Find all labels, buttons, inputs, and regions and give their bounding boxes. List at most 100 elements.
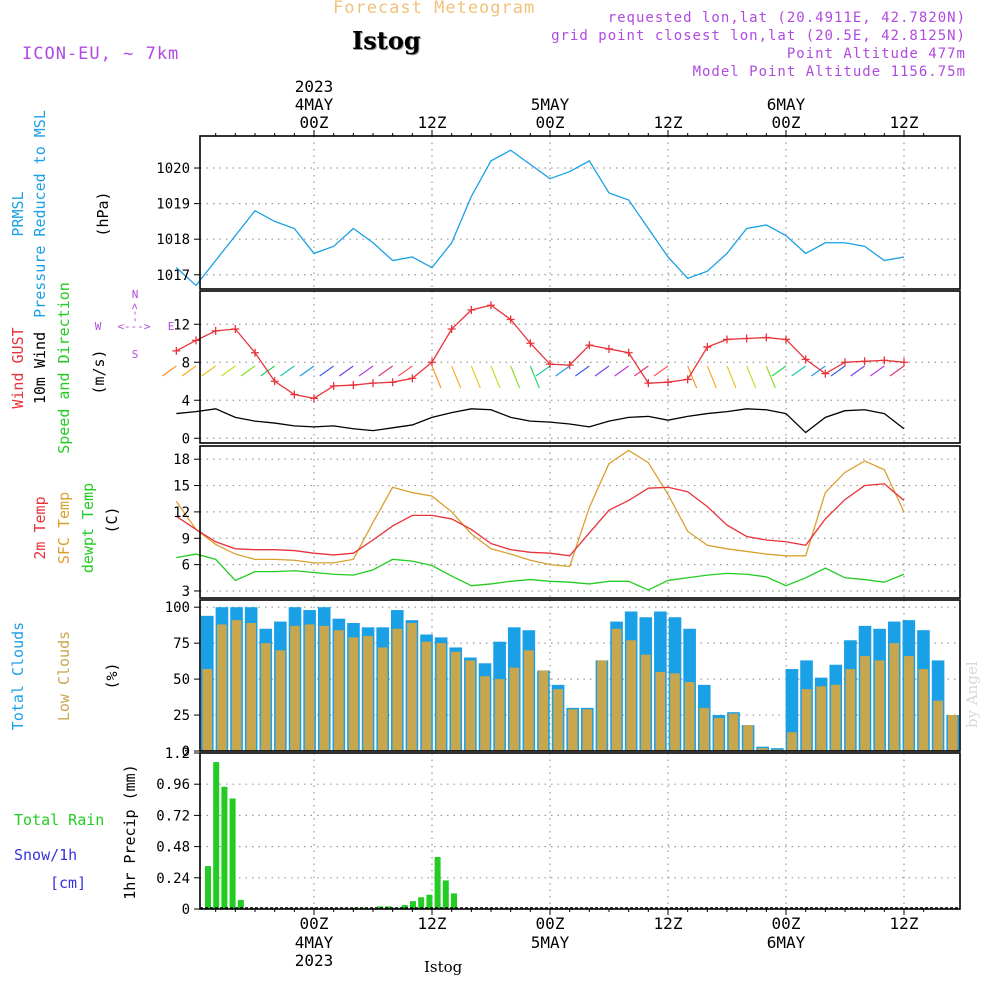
low-cloud-bar xyxy=(480,676,490,751)
wind-gust-line-marker xyxy=(192,336,200,345)
wind-gust-line-marker xyxy=(703,343,712,352)
requested-coords: requested lon,lat (20.4911E, 42.7820N) xyxy=(607,10,966,26)
low-cloud-bar xyxy=(889,643,900,751)
wind-direction-arrow xyxy=(575,365,590,377)
low-cloud-bar xyxy=(304,624,315,751)
compass-n: N xyxy=(132,288,139,301)
wind-gust-line xyxy=(176,304,905,400)
low-cloud-bar xyxy=(553,689,563,751)
wind-gust-line-marker xyxy=(801,355,810,364)
wind-gust-label: Wind GUST xyxy=(9,327,27,408)
temp-unit: (C) xyxy=(103,506,121,533)
wind-direction-arrow xyxy=(765,365,776,389)
y-tick-label: 15 xyxy=(173,479,190,495)
low-cloud-bar xyxy=(231,620,242,751)
wind-direction-arrow xyxy=(201,365,216,377)
low-cloud-bar xyxy=(743,725,753,751)
low-cloud-bar xyxy=(524,650,534,751)
bottom-date-label: 4MAY xyxy=(295,933,334,952)
y-tick-label: 4 xyxy=(182,393,190,409)
top-hour-label: 00Z xyxy=(772,113,801,132)
wind-direction-arrow xyxy=(791,365,806,377)
wind-direction-arrow xyxy=(535,365,551,377)
pressure-label-line2: Pressure Reduced to MSL xyxy=(31,110,49,318)
meteogram-top-title: Forecast Meteogram xyxy=(333,0,536,18)
wind-direction-arrow xyxy=(510,365,521,389)
wind-direction-arrow xyxy=(706,365,717,389)
wind-gust-line-marker xyxy=(408,374,417,383)
low-cloud-bar xyxy=(787,732,797,751)
y-tick-label: 18 xyxy=(173,452,190,468)
wind-gust-line-marker xyxy=(447,325,456,333)
low-cloud-bar xyxy=(217,624,227,751)
panel-frames xyxy=(194,130,961,915)
wind-10m-line xyxy=(176,408,905,434)
point-altitude: Point Altitude 477m xyxy=(786,46,966,62)
wind-direction-arrow xyxy=(280,365,295,377)
low-cloud-bar xyxy=(670,673,680,751)
bottom-year-label: 2023 xyxy=(295,951,334,970)
wind-gust-line-marker xyxy=(251,348,259,357)
wind-direction-arrow xyxy=(830,365,846,377)
y-tick-label: 1020 xyxy=(156,161,190,177)
rain-bar xyxy=(434,857,441,909)
top-hour-label: 12Z xyxy=(418,113,447,132)
wind-gust-line-marker xyxy=(782,335,790,344)
wind-gust-line-marker xyxy=(211,326,220,335)
top-date-label: 5MAY xyxy=(531,95,570,114)
compass-s: S xyxy=(132,348,139,361)
low-cloud-bar xyxy=(714,717,724,751)
wind-direction-arrow xyxy=(358,365,374,377)
bottom-hour-label: 12Z xyxy=(654,914,683,933)
low-cloud-bar xyxy=(436,643,446,751)
wind-gust-line-marker xyxy=(664,378,672,387)
wind-panel-frame xyxy=(199,290,961,444)
y-tick-label: 12 xyxy=(173,317,190,333)
low-cloud-bar xyxy=(392,628,403,751)
wind-gust-line-marker xyxy=(860,357,869,366)
wind-direction-arrow xyxy=(614,365,629,377)
low-cloud-bar xyxy=(465,660,476,751)
low-cloud-bar xyxy=(348,637,359,751)
wind-direction-arrow xyxy=(398,365,413,377)
bottom-hour-label: 12Z xyxy=(418,914,447,933)
y-tick-label: 1019 xyxy=(156,197,190,213)
low-cloud-bar xyxy=(611,628,622,751)
top-date-label: 4MAY xyxy=(295,95,334,114)
y-tick-label: 8 xyxy=(182,355,190,371)
wind-direction-arrow xyxy=(378,365,393,377)
wind-gust-line-marker xyxy=(349,381,358,390)
rain-bar xyxy=(229,798,236,909)
low-cloud-bar xyxy=(904,656,914,751)
precip-panel-frame xyxy=(199,752,961,910)
low-cloud-bar xyxy=(246,623,256,751)
low-cloud-bar xyxy=(757,748,768,751)
compass-we-arrow: <---> xyxy=(117,320,150,333)
low-cloud-bar xyxy=(377,647,388,751)
low-cloud-bar xyxy=(567,709,578,751)
low-cloud-bar xyxy=(334,630,344,751)
top-hour-label: 00Z xyxy=(300,113,329,132)
clouds-unit: (%) xyxy=(103,662,121,689)
bottom-hour-label: 12Z xyxy=(890,914,919,933)
wind-gust-line-marker xyxy=(565,361,574,370)
total-clouds-label: Total Clouds xyxy=(9,622,27,730)
wind-unit: (m/s) xyxy=(90,349,108,394)
dewpt-temp-line xyxy=(176,553,905,591)
bottom-hour-label: 00Z xyxy=(300,914,329,933)
wind-direction-arrow xyxy=(850,365,865,377)
wind-direction-label: Speed and Direction xyxy=(55,282,73,454)
y-tick-label: 0 xyxy=(182,744,190,760)
y-tick-label: 75 xyxy=(173,636,190,652)
wind-10m-label: 10m Wind xyxy=(31,332,49,404)
temp-2m-line xyxy=(175,483,905,557)
low-cloud-bar xyxy=(509,667,520,751)
bottom-hour-label: 00Z xyxy=(772,914,801,933)
rain-bar xyxy=(442,880,449,909)
y-tick-label: 50 xyxy=(173,672,190,688)
low-cloud-bar xyxy=(947,715,958,751)
text-layer: 1017 1018 1019 1020 0 4 8 12 3 6 9 12 15 18 0 25 50 75 100… xyxy=(9,77,919,970)
total-rain-label: Total Rain xyxy=(14,811,104,829)
wind-gust-line-marker xyxy=(487,301,495,310)
